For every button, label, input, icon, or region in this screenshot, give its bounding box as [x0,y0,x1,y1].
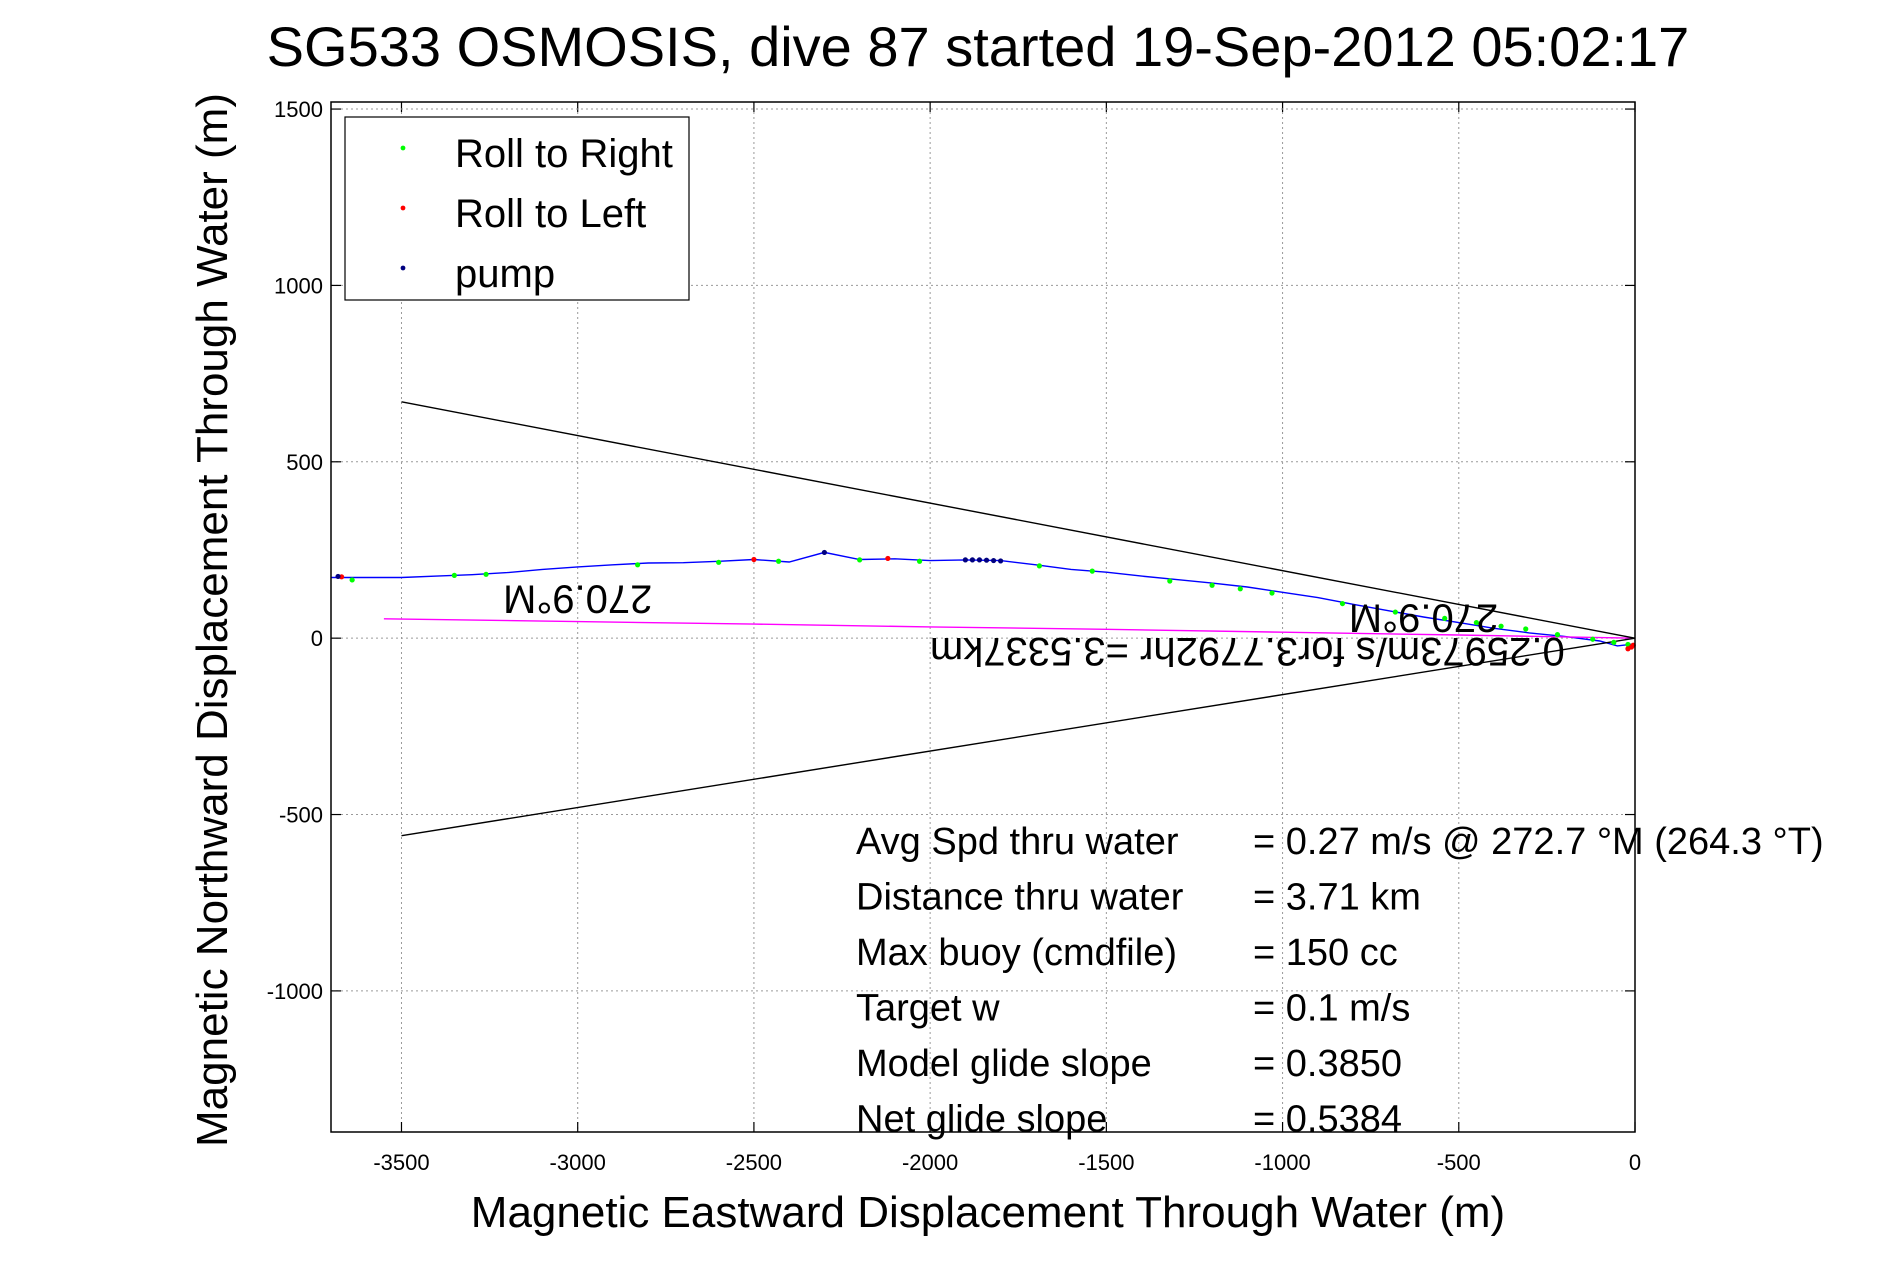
y-tick-label: 0 [311,626,323,651]
x-tick-label: -500 [1437,1150,1481,1175]
roll-right-marker [1498,623,1504,629]
roll-left-marker [885,555,891,562]
legend-label: Roll to Left [455,192,646,236]
roll-right-marker [1611,639,1617,645]
tick-labels: -3500 -3000 -2500 -2000 -1500 -1000 -500 0 -1000… [267,97,1641,1175]
roll-right-marker [1590,636,1596,642]
roll-right-marker [1089,568,1095,574]
pump-marker [821,549,828,556]
series-line-0 [331,551,1636,647]
roll-right-marker [1339,600,1346,607]
roll-right-marker [1392,609,1398,615]
stat-value: = 0.5384 [1253,1099,1402,1141]
stat-label: Avg Spd thru water [856,821,1179,863]
x-tick-label: -2000 [902,1150,958,1175]
legend-label: pump [455,252,555,296]
x-tick-label: 0 [1629,1150,1641,1175]
roll-right-marker [916,558,923,564]
roll-right-marker [1473,620,1480,626]
roll-right-marker [775,558,782,564]
heading-annotation-1: 270.9°M [1349,596,1498,640]
roll-left-marker [751,556,757,563]
roll-right-marker [1523,626,1529,632]
pump-marker [990,557,997,564]
x-tick-label: -1500 [1078,1150,1134,1175]
pump-marker [976,557,983,563]
annotations: 270.9°M 270.9°M0.25973m/s for3.7792hr =3.… [503,576,1565,673]
heading-annotation-2: 0.25973m/s for3.7792hr =3.5337km [930,629,1565,673]
stat-label: Model glide slope [856,1043,1152,1085]
x-tick-label: -2500 [726,1150,782,1175]
stats-block: Avg Spd thru water = 0.27 m/s @ 272.7 °M … [856,821,1824,1141]
roll-right-marker [483,571,489,577]
pump-marker [962,557,968,563]
heading-annotation-0: 270.9°M [503,576,652,620]
pump-marker [998,558,1004,564]
x-tick-label: -3500 [373,1150,429,1175]
roll-right-marker [857,557,863,563]
stat-value: = 150 cc [1253,932,1398,974]
stat-value: = 3.71 km [1253,877,1421,919]
y-tick-label: 500 [286,450,323,475]
roll-right-marker [1209,582,1215,588]
stat-value: = 0.27 m/s @ 272.7 °M (264.3 °T) [1253,821,1824,863]
data-series [331,401,1636,837]
stat-label: Target w [856,988,1000,1030]
roll-right-marker [349,577,355,583]
roll-right-marker [1442,615,1448,622]
chart-title: SG533 OSMOSIS, dive 87 started 19-Sep-20… [267,15,1690,78]
pump-marker [983,557,990,563]
y-axis-label: Magnetic Northward Displacement Through … [188,93,237,1147]
series-line-3 [401,637,1636,837]
stat-value: = 0.3850 [1253,1043,1402,1085]
legend-label: Roll to Right [455,132,673,176]
roll-right-marker [1237,586,1243,592]
y-tick-label: 1500 [274,97,323,122]
roll-right-marker [451,572,457,578]
pump-marker [335,573,341,580]
legend: Roll to Right Roll to Left pump [344,116,690,301]
x-tick-label: -1000 [1254,1150,1310,1175]
legend-marker [400,205,406,211]
x-axis-label: Magnetic Eastward Displacement Through W… [471,1188,1505,1237]
roll-right-marker [1167,578,1173,584]
roll-right-marker [716,559,722,565]
pump-marker [969,557,976,563]
roll-right-marker [1036,563,1042,569]
legend-marker [400,265,406,271]
stat-label: Distance thru water [856,877,1184,919]
stat-label: Max buoy (cmdfile) [856,932,1177,974]
x-tick-label: -3000 [550,1150,606,1175]
data-markers [335,549,1636,652]
y-tick-label: -500 [279,803,323,828]
plot-frame [330,101,1636,1133]
legend-marker [400,145,406,151]
roll-right-marker [1554,632,1561,638]
series-line-2 [401,401,1636,639]
stat-value: = 0.1 m/s [1253,988,1410,1030]
y-tick-label: 1000 [274,273,323,298]
stat-label: Net glide slope [856,1099,1107,1141]
roll-right-marker [1269,590,1275,596]
y-tick-label: -1000 [267,979,323,1004]
series-line-1 [383,618,1636,639]
roll-right-marker [635,562,641,568]
